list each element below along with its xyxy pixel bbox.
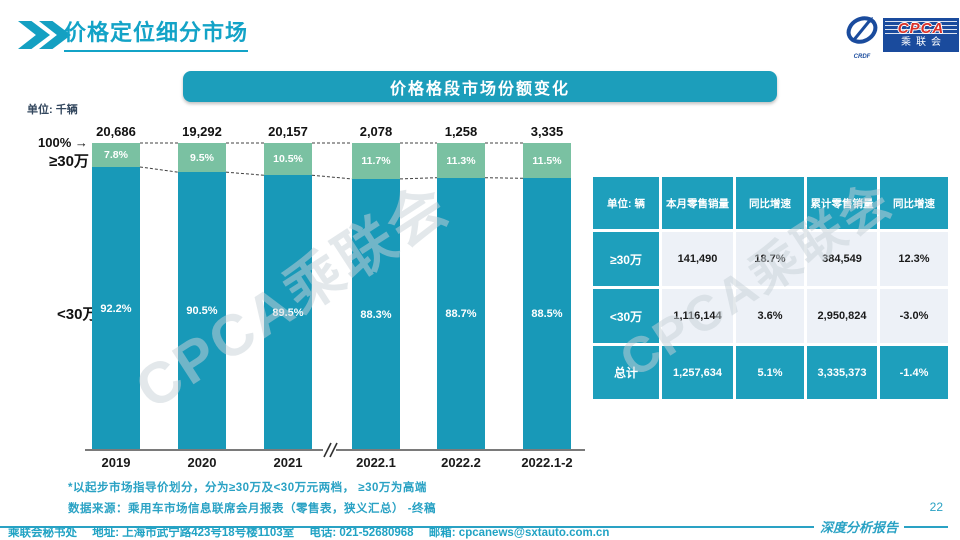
table-cell: 18.7% [736,232,804,286]
bar-segment-lt30: 89.5% [264,175,312,450]
table-cell: 2,950,824 [807,289,877,343]
divider-line [0,525,814,528]
bar-segment-lt30: 88.7% [437,178,485,450]
bar-segment-ge30: 11.5% [523,143,571,178]
unit-label: 单位: 千辆 [27,104,78,116]
table-row-header: 总计 [593,346,659,399]
segment-percent-label: 11.7% [361,155,391,167]
axis-category-label: 2022.1-2 [521,455,573,470]
bar-segment-ge30: 7.8% [92,143,140,167]
cpca-logo: CRDF CPCA 乘联会 [843,15,959,60]
table-cell: 3,335,373 [807,346,877,399]
logo-cpca-text: CPCA [897,20,945,37]
divider-line [904,525,948,528]
bar-total-label: 2,078 [359,124,393,139]
table-cell: 5.1% [736,346,804,399]
axis-category-label: 2021 [273,455,303,470]
right-arrow-icon: → [74,135,88,150]
page-number: 22 [929,500,943,514]
footer-address: 地址: 上海市武宁路423号18号楼1103室 [92,527,295,539]
bar-segment-lt30: 92.2% [92,167,140,450]
segment-label-ge30: ≥30万 [49,153,89,170]
table-corner-header: 单位: 辆 [593,177,659,229]
segment-percent-label: 88.7% [445,308,477,320]
logo-box: CPCA 乘联会 [883,18,959,52]
cpca-swoosh-icon: CRDF [843,15,881,60]
title-chevrons-icon [18,21,74,49]
bar-segment-lt30: 90.5% [178,172,226,450]
page-title: 价格定位细分市场 [64,15,249,52]
sales-table: 单位: 辆本月零售销量 同比增速 累计零售销量 同比增速 ≥30万 141,490 18.7… [593,177,948,399]
bar-total-label: 20,686 [96,124,136,139]
table-column-header: 同比增速 [736,177,804,229]
footer-contact: 乘联会秘书处 地址: 上海市武宁路423号18号楼1103室 电话: 021-5… [8,524,621,540]
bar-segment-ge30: 9.5% [178,143,226,172]
segment-percent-label: 88.3% [360,308,392,321]
bar-total-label: 1,258 [444,124,478,139]
hundred-percent-text: 100% [38,135,72,150]
bar-segment-lt30: 88.3% [352,179,400,450]
segment-percent-label: 92.2% [100,302,132,315]
footer-email: 邮箱: cpcanews@sxtauto.com.cn [428,527,610,539]
table-column-header: 本月零售销量 [662,177,733,229]
table-cell: 3.6% [736,289,804,343]
footnote-definition: *以起步市场指导价划分，分为≥30万及<30万元两档， ≥30万为高端 [68,482,427,494]
report-type-label: 深度分析报告 [819,520,898,535]
logo-subtext: CRDF [853,54,871,60]
footnote-source: 数据来源：乘用车市场信息联席会月报表（零售表，狭义汇总） -终稿 [68,503,437,515]
bar-total-label: 19,292 [182,124,222,139]
segment-percent-label: 90.5% [186,305,218,317]
segment-percent-label: 88.5% [531,308,563,320]
bar-segment-ge30: 11.7% [352,143,400,179]
axis-category-label: 2020 [187,455,217,470]
segment-percent-label: 10.5% [273,153,303,165]
footer-secretariat: 乘联会秘书处 [8,527,77,539]
table-column-header: 同比增速 [880,177,948,229]
chart-title: 价格格段市场份额变化 [183,71,777,102]
segment-percent-label: 11.5% [532,154,562,167]
segment-percent-label: 89.5% [272,306,304,319]
table-cell: 12.3% [880,232,948,286]
table-row-header: ≥30万 [593,232,659,286]
table-cell: -3.0% [880,289,948,343]
segment-label-lt30: <30万 [57,306,98,323]
table-cell: 141,490 [662,232,733,286]
hundred-percent-label: 100% → [38,135,88,150]
segment-percent-label: 9.5% [190,151,214,164]
table-cell: -1.4% [880,346,948,399]
bar-total-label: 3,335 [530,124,564,139]
footer-divider: 深度分析报告 [0,517,948,536]
segment-percent-label: 11.3% [446,154,476,167]
axis-category-label: 2022.1 [356,455,396,470]
table-column-header: 累计零售销量 [807,177,877,229]
bar-segment-ge30: 10.5% [264,143,312,175]
bar-total-label: 20,157 [268,124,308,139]
table-row-header: <30万 [593,289,659,343]
axis-category-label: 2019 [101,455,131,470]
axis-category-label: 2022.2 [441,455,481,470]
logo-cn-text: 乘联会 [901,37,946,48]
bar-segment-lt30: 88.5% [523,178,571,450]
table-cell: 384,549 [807,232,877,286]
segment-percent-label: 7.8% [104,149,128,161]
bar-segment-ge30: 11.3% [437,143,485,178]
table-cell: 1,116,144 [662,289,733,343]
table-cell: 1,257,634 [662,346,733,399]
footer-phone: 电话: 021-52680968 [309,527,414,539]
